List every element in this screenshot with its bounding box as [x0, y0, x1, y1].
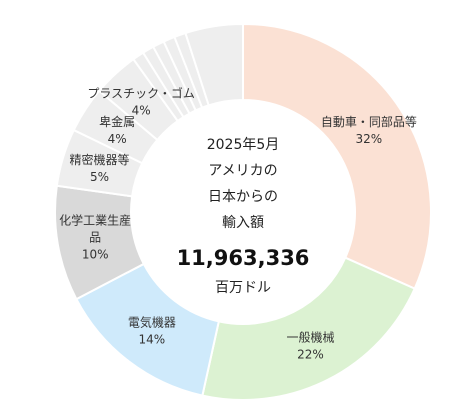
slice-name-label: 化学工業生産 — [59, 213, 131, 228]
slice-name-label: 品 — [89, 231, 101, 245]
slice-percent-label: 32% — [356, 132, 383, 146]
slice-percent-label: 5% — [90, 170, 109, 184]
slice-name-label: 電気機器 — [128, 315, 176, 330]
donut-slice — [184, 22, 244, 107]
donut-slice — [242, 22, 432, 290]
slice-name-label: 卑金属 — [99, 114, 135, 129]
slice-percent-label: 4% — [108, 132, 127, 146]
slice-name-label: 自動車・同部品等 — [321, 114, 417, 129]
center-line-2: アメリカの — [208, 163, 277, 179]
center-unit: 百万ドル — [215, 280, 271, 296]
donut-slice — [201, 256, 416, 401]
slice-name-label: プラスチック・ゴム — [87, 85, 195, 100]
center-line-3: 日本からの — [208, 189, 278, 205]
center-text: 2025年5月 アメリカの 日本からの 輸入額 11,963,336 百万ドル — [177, 137, 310, 296]
center-total: 11,963,336 — [177, 246, 310, 270]
center-line-1: 2025年5月 — [207, 137, 280, 153]
slice-percent-label: 22% — [297, 347, 324, 361]
donut-slices — [54, 22, 432, 401]
slice-name-label: 一般機械 — [286, 329, 334, 344]
slice-percent-label: 4% — [132, 103, 151, 117]
slice-percent-label: 10% — [82, 248, 109, 262]
slice-percent-label: 14% — [139, 333, 166, 347]
slice-name-label: 精密機器等 — [69, 152, 129, 167]
center-line-4: 輸入額 — [222, 215, 264, 231]
